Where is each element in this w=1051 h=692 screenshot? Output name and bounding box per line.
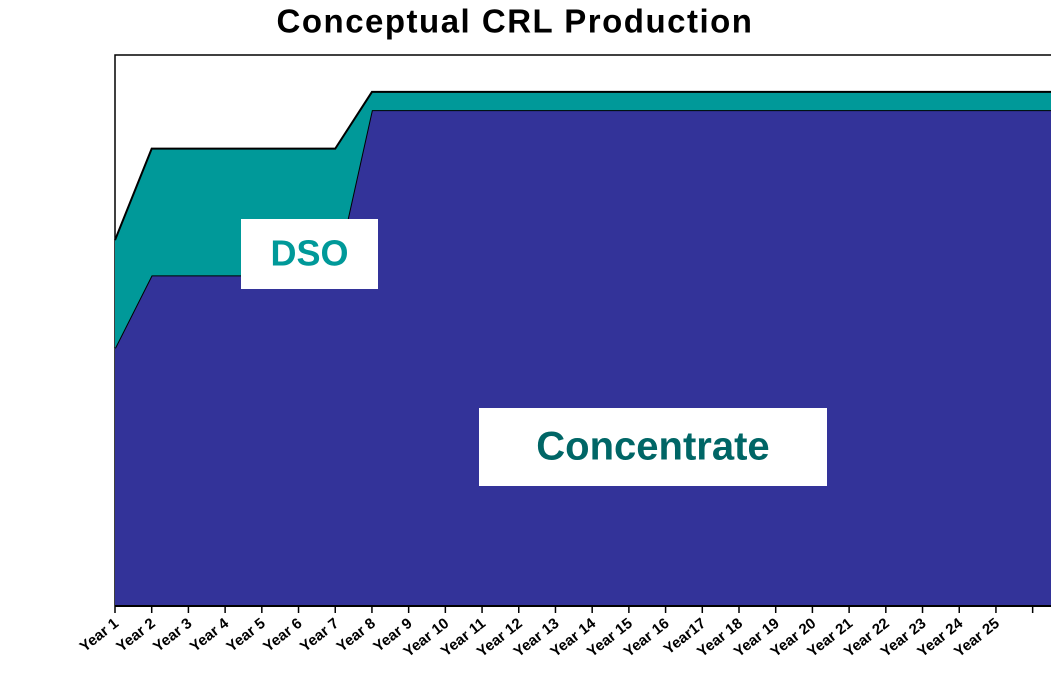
x-tick-label: Year 7 [297, 615, 342, 656]
x-tick-label: Year 5 [223, 615, 268, 656]
area [115, 91, 1051, 349]
series-label: DSO [270, 233, 348, 274]
x-tick-label: Year 8 [334, 615, 379, 656]
series-label-box [479, 408, 827, 486]
chart-title: Conceptual CRL Production [277, 3, 754, 40]
x-tick-label: Year 6 [260, 615, 305, 656]
series-label-box [241, 219, 378, 289]
area-edge [114, 90, 1051, 241]
x-tick-label: Year 3 [150, 615, 195, 656]
series-label: Concentrate [536, 425, 769, 469]
x-tick-label: Year 1 [77, 615, 122, 656]
x-tick-label: Year 2 [113, 615, 158, 656]
x-tick-label: Year 4 [187, 614, 233, 655]
